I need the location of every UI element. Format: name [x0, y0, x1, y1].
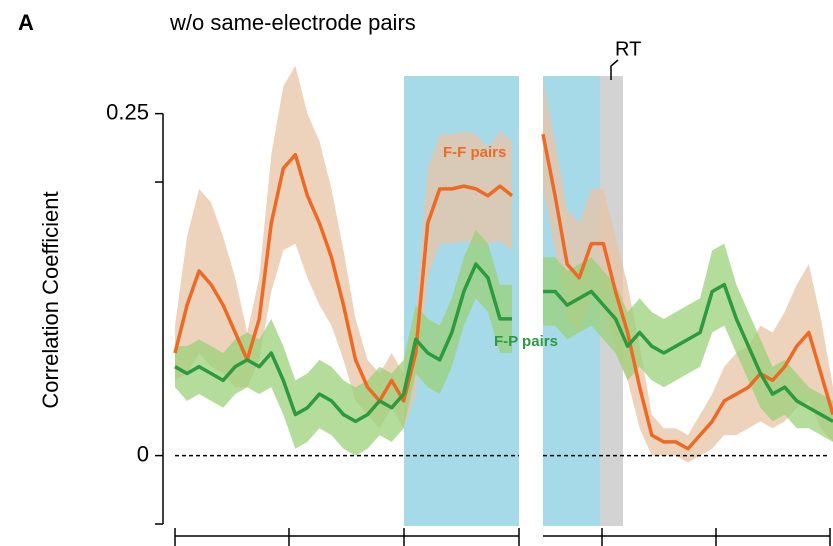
x-ticks [174, 528, 831, 546]
annotation: F-P pairs [494, 333, 558, 350]
y-tick-label: 0.25 [106, 99, 149, 124]
rt-pointer [610, 59, 619, 80]
annotation: RT [615, 38, 641, 60]
series-line [174, 262, 512, 424]
annotation: F-F pairs [443, 144, 506, 161]
series-line [543, 282, 833, 423]
error-band [175, 229, 512, 456]
panel-label: A [18, 10, 34, 35]
error-band [175, 65, 512, 429]
y-tick-label: 0 [137, 441, 149, 466]
y-axis-label: Correlation Coefficient [38, 191, 63, 408]
series-line [541, 133, 833, 451]
chart-title: w/o same-electrode pairs [169, 10, 416, 35]
series-line [173, 152, 514, 403]
